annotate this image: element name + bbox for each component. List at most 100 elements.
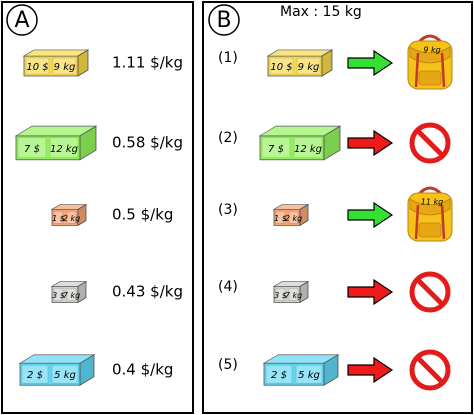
box-side-shade — [78, 50, 88, 76]
price-tag — [21, 364, 49, 384]
step-number: (3) — [218, 202, 238, 218]
box-side — [299, 203, 309, 227]
box: 7 $ 12 kg — [258, 125, 342, 161]
price-tag — [265, 364, 293, 384]
backpack-pocket — [418, 70, 442, 86]
box-side-shade — [300, 204, 308, 226]
box-weight: 12 kg — [294, 144, 322, 155]
box-side-shade — [78, 204, 86, 226]
box-side-shade — [324, 126, 340, 160]
box-side-shade — [324, 354, 338, 386]
weight-tag — [288, 288, 299, 301]
box-side — [77, 203, 87, 227]
backpack-pocket — [418, 222, 442, 238]
box-side — [77, 49, 89, 77]
box-side-shade — [80, 126, 96, 160]
arrow — [347, 49, 394, 77]
box-weight: 9 kg — [298, 62, 320, 73]
capacity-title: Max : 15 kg — [280, 4, 362, 20]
price-tag — [53, 211, 64, 224]
price-rate: 0.43 $/kg — [112, 283, 183, 301]
box-weight: 2 kg — [285, 214, 302, 223]
label-circle — [208, 4, 240, 36]
step-number: (5) — [218, 357, 238, 373]
price-tag — [269, 57, 294, 75]
box-top-shade — [52, 204, 86, 210]
box-weight: 7 kg — [285, 291, 302, 300]
box-price: 2 $ — [271, 370, 287, 381]
box-top-shade — [268, 50, 332, 56]
box: 7 $ 12 kg — [14, 125, 98, 161]
backpack: 11 kg — [407, 186, 453, 242]
no-sign — [409, 122, 451, 164]
box-price: 1 $ — [52, 214, 65, 223]
backpack-band — [440, 52, 446, 88]
price-tag — [261, 137, 291, 159]
box-weight: 5 kg — [54, 370, 76, 381]
backpack-band — [440, 204, 446, 240]
panel-label: B — [216, 8, 231, 33]
price-rate: 0.58 $/kg — [112, 134, 183, 152]
box-side — [77, 280, 87, 304]
backpack: 9 kg — [407, 34, 453, 90]
box-top-shade — [274, 281, 308, 287]
no-sign-bar — [415, 277, 445, 307]
price-rate: 0.5 $/kg — [112, 206, 173, 224]
weight-tag — [66, 288, 77, 301]
price-rate: 1.11 $/kg — [112, 54, 183, 72]
box-front — [259, 135, 325, 161]
no-sign-bar — [415, 355, 445, 385]
box-price: 10 $ — [26, 62, 48, 73]
weight-tag — [295, 364, 323, 384]
arrow — [347, 201, 394, 229]
weight-tag — [52, 57, 77, 75]
no-sign — [409, 349, 451, 391]
box-top-shade — [16, 126, 96, 136]
backpack-band — [414, 204, 420, 240]
backpack-load: 11 kg — [421, 198, 443, 207]
box-side-shade — [322, 50, 332, 76]
box-weight: 2 kg — [63, 214, 80, 223]
label-circle — [6, 4, 38, 36]
box: 10 $ 9 kg — [266, 49, 334, 77]
box-price: 7 $ — [24, 144, 40, 155]
weight-tag — [66, 211, 77, 224]
box-weight: 5 kg — [298, 370, 320, 381]
box-price: 3 $ — [52, 291, 65, 300]
weight-tag — [293, 137, 323, 159]
weight-tag — [288, 211, 299, 224]
box-top-shade — [24, 50, 88, 56]
price-tag — [17, 137, 47, 159]
box-price: 1 $ — [274, 214, 287, 223]
box-price: 2 $ — [27, 370, 43, 381]
weight-tag — [49, 137, 79, 159]
weight-tag — [296, 57, 321, 75]
panel-a — [1, 1, 194, 414]
no-sign-bar — [415, 128, 445, 158]
box: 1 $2 kg — [50, 203, 88, 227]
price-rate: 0.4 $/kg — [112, 361, 173, 379]
box-price: 3 $ — [274, 291, 287, 300]
box-side-shade — [80, 354, 94, 386]
box-top-shade — [20, 354, 94, 364]
step-number: (1) — [218, 50, 238, 66]
box-side-shade — [300, 281, 308, 303]
backpack-band — [414, 52, 420, 88]
box-top-shade — [52, 281, 86, 287]
price-tag — [25, 57, 50, 75]
box-top-shade — [274, 204, 308, 210]
price-tag — [53, 288, 64, 301]
box-side — [79, 125, 97, 161]
box-weight: 12 kg — [50, 144, 78, 155]
box: 1 $2 kg — [272, 203, 310, 227]
box-side — [321, 49, 333, 77]
box-weight: 9 kg — [54, 62, 76, 73]
box-price: 10 $ — [270, 62, 292, 73]
box-top-shade — [260, 126, 340, 136]
box-side — [79, 354, 95, 386]
arrow — [347, 129, 394, 157]
arrow — [347, 278, 394, 306]
box: 3 $7 kg — [272, 280, 310, 304]
box: 10 $ 9 kg — [22, 49, 90, 77]
step-number: (2) — [218, 130, 238, 146]
